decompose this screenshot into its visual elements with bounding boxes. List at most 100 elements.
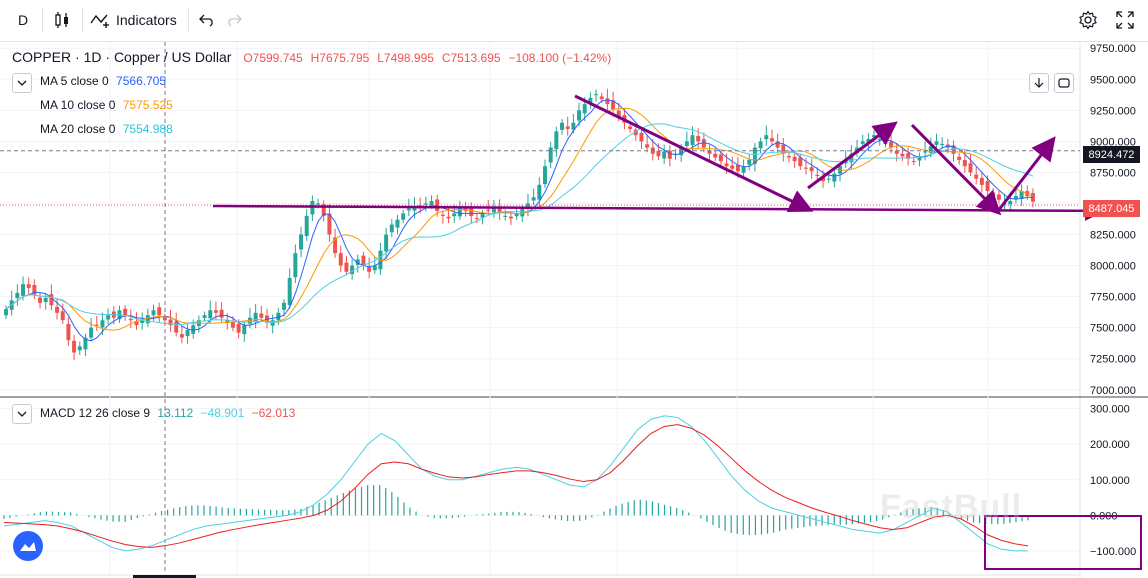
candle-body: [242, 325, 247, 335]
symbol-name[interactable]: COPPER: [12, 49, 72, 65]
symbol-description: Copper / US Dollar: [113, 49, 232, 65]
ma5-legend[interactable]: MA 5 close 0 7566.705: [40, 74, 166, 88]
candle-body: [571, 122, 576, 130]
trend-arrow[interactable]: [910, 123, 1002, 216]
collapse-legend-button[interactable]: [12, 73, 32, 93]
candle-body: [565, 126, 570, 129]
price-tick-label: 7000.000: [1090, 385, 1136, 397]
candle-body: [457, 208, 462, 217]
ma20-label: MA 20 close 0: [40, 122, 116, 136]
price-tick-label: 9000.000: [1090, 136, 1136, 148]
candle-body: [962, 160, 967, 167]
candle-body: [367, 267, 372, 272]
candle-body: [769, 138, 774, 142]
candle-body: [713, 153, 718, 158]
scroll-down-button[interactable]: [1029, 73, 1049, 93]
candle-body: [1013, 196, 1018, 199]
candle-body: [758, 141, 763, 149]
trend-arrow[interactable]: [574, 94, 814, 212]
trend-arrow[interactable]: [807, 121, 898, 190]
interval-button[interactable]: D: [17, 12, 29, 28]
ma20-legend[interactable]: MA 20 close 0 7554.988: [40, 122, 173, 136]
candlestick-icon: [55, 12, 68, 28]
candle-body: [917, 156, 922, 161]
candle-body: [764, 135, 769, 140]
toolbar-divider: [188, 8, 189, 32]
chevron-down-icon: [17, 80, 27, 86]
candle-body: [389, 224, 394, 233]
candle-body: [83, 337, 88, 350]
price-tick-label: 8250.000: [1090, 230, 1136, 242]
trend-arrow[interactable]: [996, 136, 1056, 212]
redo-button[interactable]: [222, 6, 246, 34]
candle-body: [821, 176, 825, 182]
candle-body: [957, 156, 962, 160]
candle-body: [849, 153, 854, 163]
price-tick-label: 8000.000: [1090, 261, 1136, 273]
macd-signal-value: −62.013: [251, 406, 296, 420]
candle-body: [423, 203, 428, 205]
candle-body: [735, 164, 740, 172]
candle-body: [662, 151, 667, 159]
macd-collapse-button[interactable]: [12, 404, 32, 424]
candle-body: [588, 97, 593, 105]
candle-body: [974, 174, 979, 179]
settings-button[interactable]: [1074, 6, 1102, 34]
candle-body: [21, 284, 26, 296]
candle-body: [798, 157, 803, 167]
candle-body: [26, 284, 31, 288]
candle-body: [179, 334, 184, 338]
maximize-icon: [1058, 78, 1070, 88]
last-price-tag: 8487.045: [1083, 200, 1140, 217]
candle-body: [639, 132, 644, 142]
price-axis[interactable]: 9750.000 9500.000 9250.000 9000.000 8750.000…: [1090, 43, 1136, 397]
candle-body: [690, 135, 695, 146]
price-tick-label: 7500.000: [1090, 323, 1136, 335]
macd-line: [3, 415, 1029, 552]
candle-body: [520, 208, 525, 217]
candle-body: [996, 194, 1001, 200]
ma10-legend[interactable]: MA 10 close 0 7575.525: [40, 98, 173, 112]
candle-body: [236, 323, 241, 333]
candle-body: [707, 150, 712, 154]
candle-body: [809, 167, 814, 172]
candle-body: [730, 165, 735, 169]
highlight-box[interactable]: [984, 515, 1142, 570]
candle-body: [321, 204, 326, 216]
candle-body: [66, 323, 71, 341]
tradingview-logo[interactable]: [13, 531, 43, 561]
candle-body: [168, 319, 173, 326]
candle-body: [679, 147, 684, 156]
candle-body: [525, 203, 530, 209]
candle-body: [985, 181, 990, 192]
chart-type-button[interactable]: [48, 6, 76, 34]
candle-body: [452, 213, 457, 217]
symbol-interval: 1D: [83, 49, 102, 65]
macd-legend[interactable]: MACD 12 26 close 9 13.112 −48.901 −62.01…: [40, 406, 295, 420]
undo-button[interactable]: [195, 6, 219, 34]
price-tick-label: 9750.000: [1090, 43, 1136, 55]
toolbar-divider: [82, 8, 83, 32]
ohlc-open: O7599.745: [243, 51, 303, 65]
macd-hist-value: 13.112: [157, 406, 194, 420]
candle-body: [72, 340, 77, 353]
price-tick-label: 7750.000: [1090, 292, 1136, 304]
candle-body: [361, 255, 366, 266]
candle-body: [384, 234, 389, 252]
candle-body: [293, 253, 298, 278]
candle-body: [832, 173, 837, 182]
candle-body: [906, 153, 911, 159]
fullscreen-button[interactable]: [1111, 6, 1139, 34]
maximize-pane-button[interactable]: [1054, 73, 1074, 93]
indicators-label: Indicators: [116, 12, 177, 28]
symbol-legend: COPPER · 1D · Copper / US Dollar O7599.7…: [12, 49, 612, 65]
candle-body: [781, 144, 786, 154]
time-axis[interactable]: [0, 574, 1080, 578]
ma20-line: [5, 123, 1034, 326]
candle-body: [696, 135, 701, 142]
support-line[interactable]: [212, 200, 1105, 221]
candle-body: [15, 292, 20, 299]
indicators-button[interactable]: Indicators: [88, 6, 184, 34]
